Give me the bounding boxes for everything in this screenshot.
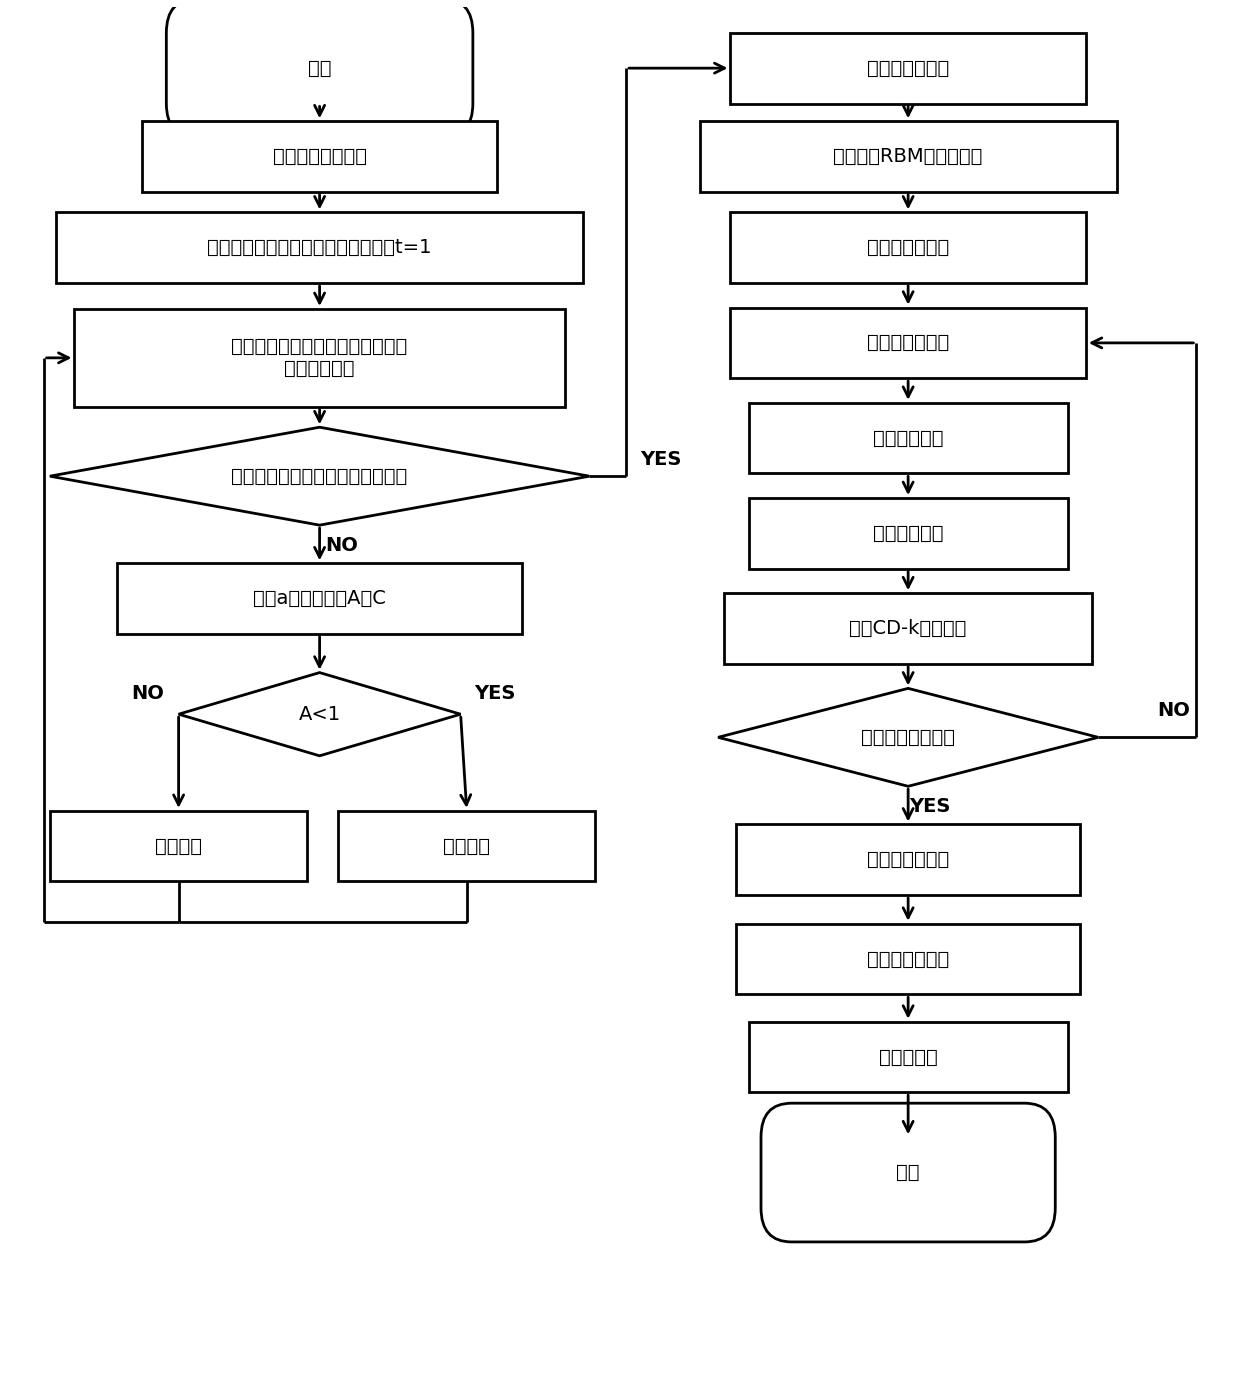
Text: 产生最优个体值: 产生最优个体值 bbox=[867, 59, 950, 78]
Text: NO: NO bbox=[131, 684, 165, 703]
FancyBboxPatch shape bbox=[118, 563, 522, 633]
Text: 自上而下学习: 自上而下学习 bbox=[873, 523, 944, 543]
FancyBboxPatch shape bbox=[730, 33, 1086, 103]
FancyBboxPatch shape bbox=[699, 121, 1116, 192]
Text: 结束: 结束 bbox=[897, 1162, 920, 1182]
Polygon shape bbox=[50, 427, 589, 525]
Text: NO: NO bbox=[1157, 701, 1190, 720]
FancyBboxPatch shape bbox=[737, 923, 1080, 995]
Text: 鲸鱼算法参数优化: 鲸鱼算法参数优化 bbox=[273, 147, 367, 166]
Text: NO: NO bbox=[325, 536, 358, 555]
Text: 计算目标函数值: 计算目标函数值 bbox=[867, 334, 950, 352]
FancyBboxPatch shape bbox=[74, 309, 565, 407]
Text: YES: YES bbox=[474, 684, 516, 703]
Text: 确定输入参数集: 确定输入参数集 bbox=[867, 238, 950, 257]
Text: 狩猎更新: 狩猎更新 bbox=[443, 837, 490, 856]
Text: YES: YES bbox=[909, 797, 951, 816]
FancyBboxPatch shape bbox=[749, 403, 1068, 474]
Text: 满足最大迭代次数或最大适应度值: 满足最大迭代次数或最大适应度值 bbox=[232, 467, 408, 485]
Text: 输出预测值: 输出预测值 bbox=[879, 1047, 937, 1066]
Text: 输出参数最终值: 输出参数最终值 bbox=[867, 851, 950, 870]
Text: 利用CD-k更新参数: 利用CD-k更新参数 bbox=[849, 620, 967, 638]
Text: 解空间中随机产生初始种群个体，令t=1: 解空间中随机产生初始种群个体，令t=1 bbox=[207, 238, 432, 257]
Polygon shape bbox=[179, 673, 460, 756]
FancyBboxPatch shape bbox=[50, 811, 308, 882]
Text: 自下而上学习: 自下而上学习 bbox=[873, 429, 944, 448]
Text: YES: YES bbox=[640, 451, 681, 470]
FancyBboxPatch shape bbox=[761, 1103, 1055, 1242]
FancyBboxPatch shape bbox=[730, 213, 1086, 283]
Text: 是否满足截至条件: 是否满足截至条件 bbox=[861, 728, 955, 747]
Text: 输入预测样本集: 输入预测样本集 bbox=[867, 949, 950, 969]
Text: 计算a值，并更新A、C: 计算a值，并更新A、C bbox=[253, 589, 386, 609]
FancyBboxPatch shape bbox=[141, 121, 497, 192]
FancyBboxPatch shape bbox=[749, 1022, 1068, 1092]
Text: 计算每个个体适应度值，并记录最
优个体及位置: 计算每个个体适应度值，并记录最 优个体及位置 bbox=[232, 338, 408, 378]
Text: 设置深度RBM初始参数值: 设置深度RBM初始参数值 bbox=[833, 147, 983, 166]
FancyBboxPatch shape bbox=[56, 213, 583, 283]
FancyBboxPatch shape bbox=[749, 497, 1068, 569]
FancyBboxPatch shape bbox=[737, 824, 1080, 894]
Text: A<1: A<1 bbox=[299, 705, 341, 724]
FancyBboxPatch shape bbox=[730, 308, 1086, 378]
Polygon shape bbox=[718, 688, 1099, 786]
FancyBboxPatch shape bbox=[724, 594, 1092, 664]
Text: 开始: 开始 bbox=[308, 59, 331, 78]
FancyBboxPatch shape bbox=[339, 811, 595, 882]
Text: 搜索猎物: 搜索猎物 bbox=[155, 837, 202, 856]
FancyBboxPatch shape bbox=[166, 0, 472, 137]
